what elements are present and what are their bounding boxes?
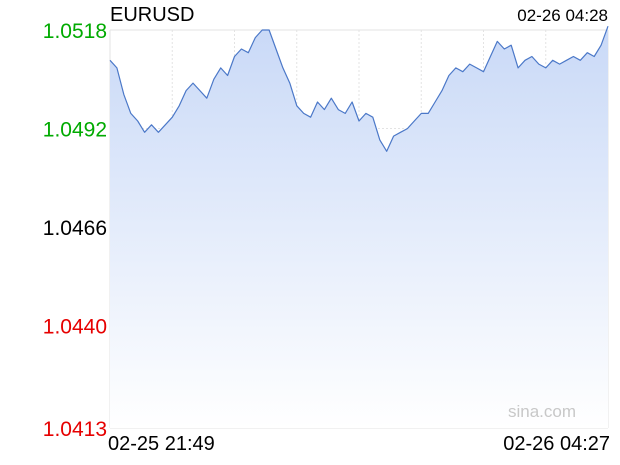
y-tick-label: 1.0413 xyxy=(43,418,107,441)
y-tick-label: 1.0492 xyxy=(43,119,107,142)
symbol-title: EURUSD xyxy=(110,4,195,26)
y-tick-label: 1.0518 xyxy=(43,20,107,43)
timestamp: 02-26 04:28 xyxy=(517,6,608,25)
x-tick-label-start: 02-25 21:49 xyxy=(108,433,215,455)
price-area-fill xyxy=(110,26,608,428)
x-tick-label-end: 02-26 04:27 xyxy=(503,433,610,455)
y-tick-label: 1.0440 xyxy=(43,316,107,339)
y-tick-label: 1.0466 xyxy=(43,217,107,240)
y-tick-labels: 1.0518 1.0492 1.0466 1.0440 1.0413 xyxy=(43,20,107,441)
watermark: sina.com xyxy=(508,402,577,421)
price-line xyxy=(109,25,609,152)
area-layer xyxy=(109,25,609,428)
